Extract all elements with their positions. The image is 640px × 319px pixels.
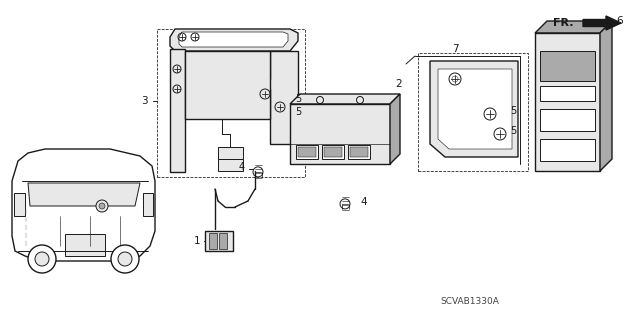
- Bar: [350, 147, 368, 157]
- Polygon shape: [438, 69, 512, 149]
- Circle shape: [35, 252, 49, 266]
- Polygon shape: [14, 193, 25, 216]
- Polygon shape: [430, 61, 518, 157]
- Bar: [298, 147, 316, 157]
- Polygon shape: [290, 104, 390, 164]
- Polygon shape: [390, 94, 400, 164]
- Bar: [322, 145, 344, 159]
- Circle shape: [99, 203, 105, 209]
- Text: 3: 3: [141, 96, 148, 106]
- Text: FR.: FR.: [554, 18, 574, 28]
- Polygon shape: [170, 29, 298, 51]
- Polygon shape: [535, 21, 612, 33]
- Text: 4: 4: [239, 162, 245, 172]
- Bar: [348, 145, 370, 159]
- FancyArrow shape: [583, 16, 621, 30]
- Circle shape: [111, 245, 139, 273]
- Text: 5: 5: [295, 94, 301, 104]
- Bar: [205, 231, 233, 251]
- Text: 4: 4: [360, 197, 367, 207]
- Polygon shape: [255, 51, 298, 144]
- Bar: [540, 139, 595, 161]
- Text: SCVAB1330A: SCVAB1330A: [440, 296, 499, 306]
- Text: 5: 5: [295, 107, 301, 117]
- Bar: [540, 109, 595, 131]
- Text: 1: 1: [193, 236, 200, 246]
- Circle shape: [28, 245, 56, 273]
- Polygon shape: [179, 32, 288, 47]
- Text: 2: 2: [395, 79, 402, 89]
- Text: 6: 6: [616, 16, 623, 26]
- Polygon shape: [170, 49, 185, 172]
- Polygon shape: [12, 149, 155, 261]
- Bar: [65, 234, 105, 256]
- Bar: [218, 147, 243, 159]
- Polygon shape: [290, 94, 400, 104]
- Bar: [219, 233, 227, 249]
- Text: 5: 5: [510, 126, 516, 136]
- Bar: [540, 51, 595, 81]
- Circle shape: [96, 200, 108, 212]
- Bar: [540, 86, 595, 101]
- Bar: [157, 29, 305, 177]
- Polygon shape: [28, 183, 140, 206]
- Bar: [209, 233, 217, 249]
- Bar: [324, 147, 342, 157]
- Polygon shape: [185, 51, 270, 119]
- Bar: [296, 145, 318, 159]
- Circle shape: [118, 252, 132, 266]
- Polygon shape: [600, 21, 612, 171]
- Bar: [218, 159, 243, 171]
- Text: 5: 5: [510, 106, 516, 116]
- Polygon shape: [143, 193, 153, 216]
- Bar: [418, 53, 528, 171]
- Text: 7: 7: [452, 44, 458, 54]
- Polygon shape: [535, 33, 600, 171]
